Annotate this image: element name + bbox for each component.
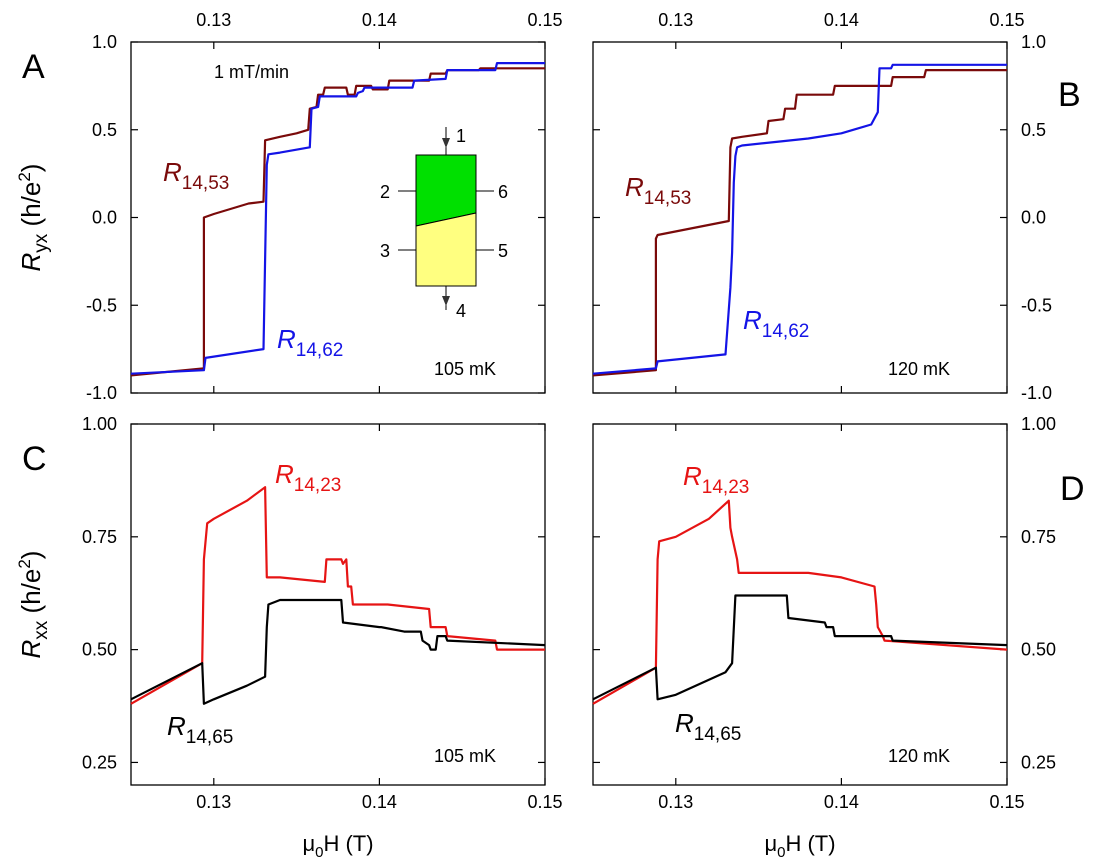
- temperature-label: 105 mK: [434, 746, 496, 766]
- x-axis-title: μ0H (T): [302, 831, 373, 861]
- series-line-14-23: [592, 499, 1008, 705]
- x-tick-label: 0.14: [362, 792, 397, 812]
- temperature-label: 120 mK: [888, 359, 950, 379]
- y-tick-label: 1.0: [92, 32, 117, 52]
- panel-c: 0.13 0.14 0.15 0.25 0.50 0.75 1.00 R14,23 R14,65…: [15, 414, 563, 861]
- sweep-rate-label: 1 mT/min: [214, 62, 289, 82]
- panel-d: 0.13 0.14 0.15 0.25 0.50 0.75 1.00 R14,23 R14,65…: [592, 414, 1085, 861]
- y-tick-label: 0.75: [82, 527, 117, 547]
- series-label-14-65: R14,65: [675, 708, 741, 745]
- y-tick-label: -1.0: [86, 383, 117, 403]
- y-tick-label: 0.25: [82, 752, 117, 772]
- y-tick-label: 1.0: [1021, 32, 1046, 52]
- series-line-14-62: [130, 61, 545, 375]
- y-axis-title: Rxx (h/e2): [15, 551, 52, 659]
- x-axis-title: μ0H (T): [764, 831, 835, 861]
- inset-arrow-4: [442, 296, 450, 306]
- temperature-label: 120 mK: [888, 746, 950, 766]
- y-tick-label: -1.0: [1021, 383, 1052, 403]
- plot-frame: [130, 423, 546, 786]
- y-tick-label: 0.75: [1021, 527, 1056, 547]
- inset-arrow-1: [442, 138, 450, 148]
- x-tick-label: 0.15: [527, 10, 562, 30]
- y-tick-label: 0.5: [1021, 120, 1046, 140]
- panel-letter: C: [22, 440, 47, 478]
- series-line-14-23: [130, 486, 545, 705]
- temperature-label: 105 mK: [434, 359, 496, 379]
- y-tick-label: -0.5: [86, 295, 117, 315]
- series-line-14-65: [130, 598, 546, 705]
- y-tick-label: 1.00: [82, 414, 117, 434]
- y-tick-label: 0.50: [82, 640, 117, 660]
- series-label-14-62: R14,62: [277, 324, 343, 361]
- series-line-14-53: [592, 68, 1007, 377]
- y-axis-title: Ryx (h/e2): [15, 164, 52, 272]
- x-tick-label: 0.13: [196, 10, 231, 30]
- inset-terminal-1: 1: [456, 126, 466, 146]
- inset-terminal-6: 6: [498, 182, 508, 202]
- x-tick-label: 0.15: [527, 792, 562, 812]
- inset-terminal-2: 2: [380, 182, 390, 202]
- y-tick-label: 0.0: [1021, 208, 1046, 228]
- y-tick-label: 1.00: [1021, 414, 1056, 434]
- series-line-14-65: [592, 594, 1008, 701]
- series-label-14-62: R14,62: [743, 305, 809, 342]
- panel-letter: B: [1058, 76, 1081, 114]
- inset-schematic: 1 2 3 4 5 6: [380, 126, 508, 321]
- x-tick-label: 0.13: [658, 10, 693, 30]
- y-tick-label: 0.5: [92, 120, 117, 140]
- x-tick-label: 0.14: [824, 792, 859, 812]
- y-tick-label: 0.25: [1021, 752, 1056, 772]
- y-tick-label: -0.5: [1021, 295, 1052, 315]
- x-tick-label: 0.13: [658, 792, 693, 812]
- x-tick-label: 0.14: [824, 10, 859, 30]
- panel-a: 0.13 0.14 0.15 -1.0 -0.5 0.0 0.5 1.0 R14,53 R14,6…: [15, 10, 563, 403]
- panel-letter: A: [22, 48, 45, 86]
- inset-terminal-3: 3: [380, 241, 390, 261]
- x-tick-label: 0.15: [989, 10, 1024, 30]
- series-label-14-53: R14,53: [163, 157, 229, 194]
- series-label-14-23: R14,23: [683, 461, 749, 498]
- series-line-14-53: [130, 67, 545, 377]
- y-tick-label: 0.50: [1021, 640, 1056, 660]
- inset-terminal-5: 5: [498, 241, 508, 261]
- panel-letter: D: [1060, 470, 1085, 508]
- x-tick-label: 0.14: [362, 10, 397, 30]
- plot-frame: [592, 423, 1008, 786]
- series-label-14-65: R14,65: [167, 711, 233, 748]
- series-line-14-62: [592, 63, 1007, 375]
- panel-b: 0.13 0.14 0.15 -1.0 -0.5 0.0 0.5 1.0 R14,53 R14,6…: [592, 10, 1081, 403]
- panels: 0.13 0.14 0.15 -1.0 -0.5 0.0 0.5 1.0 R14,53 R14,6…: [15, 10, 1085, 861]
- series-label-14-23: R14,23: [275, 459, 341, 496]
- inset-terminal-4: 4: [456, 301, 466, 321]
- y-tick-label: 0.0: [92, 208, 117, 228]
- series-label-14-53: R14,53: [625, 172, 691, 209]
- inset-bottom-region: [415, 212, 477, 287]
- x-tick-label: 0.15: [989, 792, 1024, 812]
- x-tick-label: 0.13: [196, 792, 231, 812]
